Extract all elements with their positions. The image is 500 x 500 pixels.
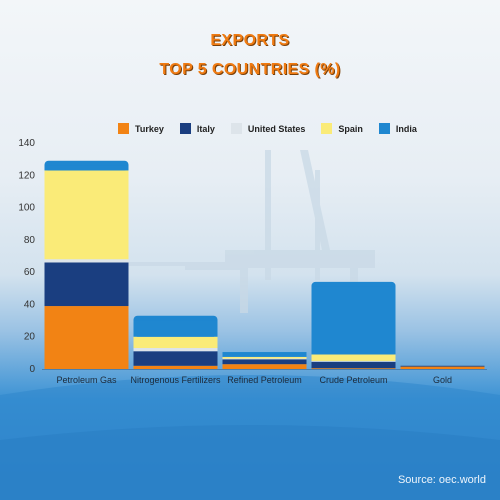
legend-swatch bbox=[230, 123, 242, 134]
legend-label: India bbox=[395, 123, 417, 134]
y-tick-label: 80 bbox=[24, 235, 36, 246]
legend-item: Turkey bbox=[118, 123, 164, 134]
legend-item: Italy bbox=[179, 123, 215, 134]
legend-swatch bbox=[321, 123, 333, 134]
bar-segment-turkey bbox=[133, 365, 218, 369]
y-tick-label: 0 bbox=[29, 364, 35, 375]
y-tick-label: 20 bbox=[24, 332, 36, 343]
x-category-label: Gold bbox=[433, 375, 452, 385]
bar-segment-italy bbox=[311, 361, 396, 369]
bar-segment-corner-fill bbox=[44, 165, 129, 171]
bar-segment-turkey bbox=[311, 368, 396, 369]
legend-label: Italy bbox=[196, 123, 215, 134]
y-tick-label: 100 bbox=[18, 203, 35, 214]
legend-item: United States bbox=[230, 123, 306, 134]
bar-segment-italy bbox=[222, 359, 307, 365]
legend-item: India bbox=[378, 123, 417, 134]
bar-segment-spain bbox=[133, 336, 218, 349]
legend-swatch bbox=[118, 123, 129, 134]
bar-segment-corner-fill bbox=[133, 320, 218, 337]
bar-segment-united-states bbox=[311, 360, 396, 362]
legend-swatch bbox=[378, 123, 390, 134]
bar-segment-united-states bbox=[222, 358, 307, 360]
bar-segment-italy bbox=[44, 262, 129, 307]
chart-title-block: EXPORTS TOP 5 COUNTRIES (%) bbox=[0, 26, 500, 84]
bar-segment-turkey bbox=[400, 366, 485, 369]
bar-segment-spain bbox=[311, 354, 396, 361]
bar-segment-spain bbox=[44, 170, 129, 260]
x-category-label: Petroleum Gas bbox=[56, 375, 117, 385]
bar-segment-corner-fill bbox=[311, 286, 396, 355]
x-category-label: Crude Petroleum bbox=[319, 375, 387, 385]
bar-segment-turkey bbox=[44, 306, 129, 369]
bar-segment-italy bbox=[133, 351, 218, 366]
legend-label: Spain bbox=[338, 123, 363, 134]
legend-label: Turkey bbox=[135, 123, 164, 134]
legend-swatch bbox=[179, 123, 191, 134]
bar-segment-united-states bbox=[44, 259, 129, 263]
source-note: Source: oec.world bbox=[397, 474, 486, 486]
x-category-label: Nitrogenous Fertilizers bbox=[130, 375, 221, 385]
bar-segment-united-states bbox=[133, 348, 218, 352]
y-tick-label: 120 bbox=[18, 170, 35, 181]
y-tick-label: 60 bbox=[24, 267, 36, 278]
y-tick-label: 140 bbox=[18, 138, 35, 149]
bar-segment-italy bbox=[400, 365, 485, 367]
chart-title: EXPORTS bbox=[210, 32, 290, 49]
x-category-label: Refined Petroleum bbox=[227, 375, 302, 385]
chart-subtitle: TOP 5 COUNTRIES (%) bbox=[159, 61, 341, 78]
legend-label: United States bbox=[247, 123, 306, 134]
bar-segment-spain bbox=[222, 356, 307, 359]
y-tick-label: 40 bbox=[24, 299, 36, 310]
bar-segment-india bbox=[222, 352, 307, 357]
legend-item: Spain bbox=[321, 123, 363, 134]
bar-segment-turkey bbox=[222, 364, 307, 369]
chart-legend: Turkey Italy United States Spain India bbox=[118, 123, 417, 134]
